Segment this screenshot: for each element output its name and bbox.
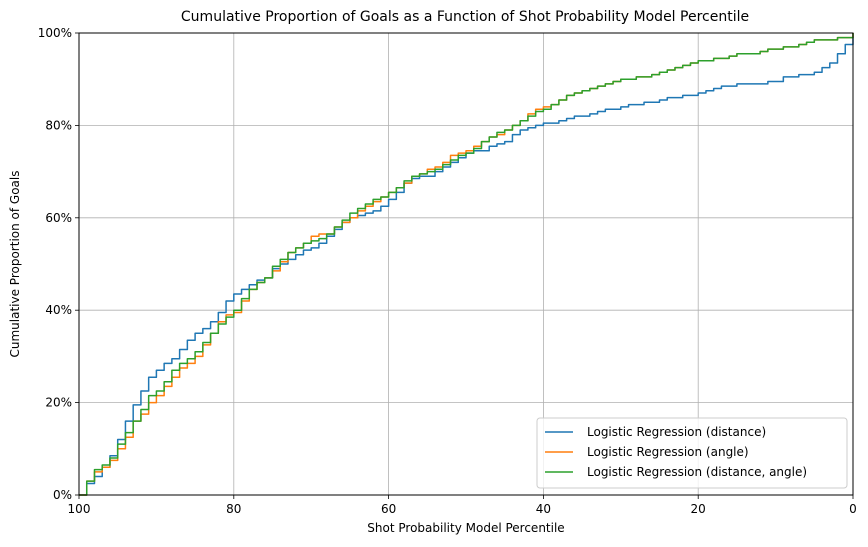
- legend-box: [536, 417, 848, 489]
- legend: Logistic Regression (distance) Logistic R…: [536, 417, 848, 489]
- plot-frame: [78, 32, 854, 496]
- x-axis-label: Shot Probability Model Percentile: [367, 521, 564, 535]
- y-tick-label: 80%: [45, 118, 72, 132]
- y-tick-label: 40%: [45, 303, 72, 317]
- y-tick-label: 20%: [45, 396, 72, 410]
- chart-title: Cumulative Proportion of Goals as a Func…: [181, 9, 749, 25]
- x-tick-label: 60: [381, 502, 396, 516]
- x-tick-label: 80: [226, 502, 241, 516]
- y-axis-ticks: 0% 20% 40% 60% 80% 100%: [38, 26, 79, 502]
- series-line-1: [79, 33, 854, 496]
- y-tick-label: 0%: [53, 488, 72, 502]
- legend-label-3: Logistic Regression (distance, angle): [587, 465, 807, 479]
- x-tick-label: 100: [68, 502, 91, 516]
- y-tick-label: 100%: [38, 26, 72, 40]
- x-tick-label: 0: [849, 502, 857, 516]
- x-tick-label: 40: [536, 502, 551, 516]
- y-axis-label: Cumulative Proportion of Goals: [8, 171, 22, 358]
- legend-label-2: Logistic Regression (angle): [587, 445, 749, 459]
- legend-label-1: Logistic Regression (distance): [587, 425, 766, 439]
- y-tick-label: 60%: [45, 211, 72, 225]
- x-axis-ticks: 100 80 60 40 20 0: [68, 495, 857, 516]
- series-layer: [79, 33, 854, 496]
- x-tick-label: 20: [691, 502, 706, 516]
- series-line-3: [79, 33, 854, 496]
